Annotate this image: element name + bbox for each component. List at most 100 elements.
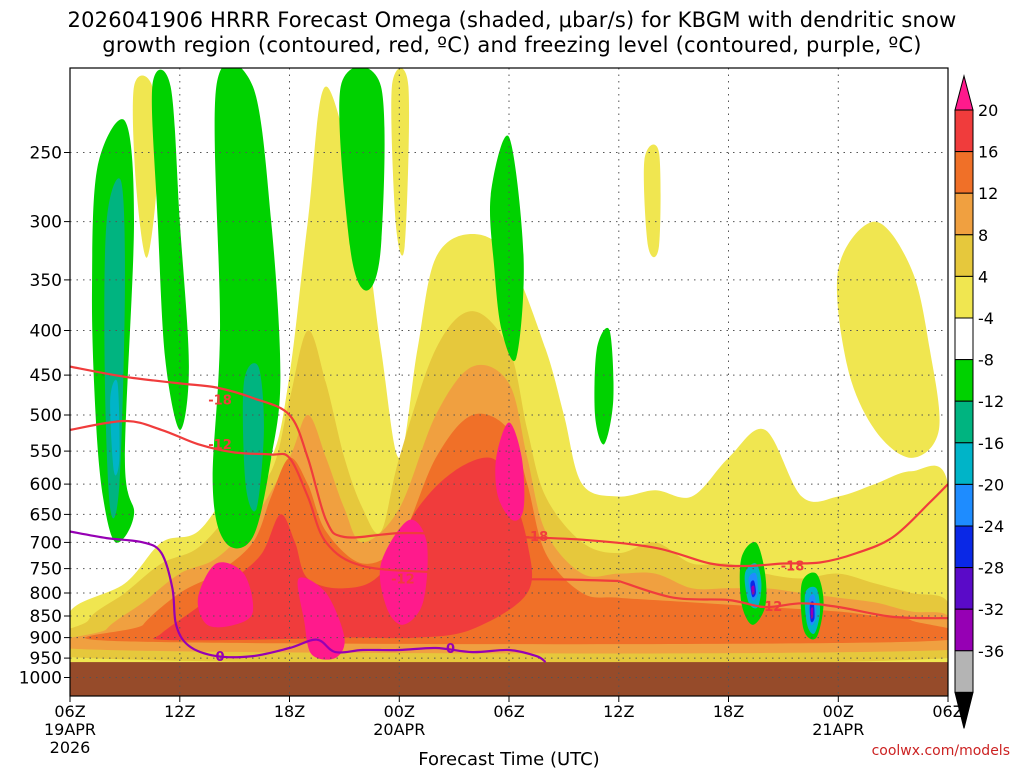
- y-tick-label-800: 800: [30, 584, 62, 604]
- y-tick-label-1000: 1000: [19, 669, 62, 689]
- dgz-minus12-lower: [618, 579, 948, 620]
- colorbar-bin-8: [954, 400, 974, 444]
- y-tick-label-400: 400: [30, 322, 62, 342]
- omega-region-30: [751, 585, 755, 595]
- y-tick-label-950: 950: [30, 649, 62, 669]
- omega-region-12: [495, 422, 525, 521]
- y-tick-label-650: 650: [30, 505, 62, 525]
- x-tick-date-7: 21APR: [812, 720, 864, 739]
- x-tick-label-2: 18Z: [274, 702, 305, 721]
- colorbar-bin-14: [954, 650, 974, 693]
- y-tick-label-900: 900: [30, 629, 62, 649]
- y-tick-label-700: 700: [30, 533, 62, 553]
- colorbar-label-6: -8: [978, 351, 994, 370]
- contour-label-6: 0: [215, 650, 224, 665]
- y-tick-label-250: 250: [30, 144, 62, 164]
- site-credit: coolwx.com/models: [871, 743, 1010, 759]
- y-tick-label-450: 450: [30, 366, 62, 386]
- contour-label-0: -18: [208, 394, 232, 409]
- colorbar-label-4: 4: [978, 267, 988, 286]
- colorbar-label-11: -28: [978, 559, 1004, 578]
- colorbar-bottom-arrow: [954, 691, 974, 729]
- chart-title-line-1: 2026041906 HRRR Forecast Omega (shaded, …: [67, 8, 957, 32]
- omega-region-21: [104, 178, 125, 519]
- omega-region-9: [197, 562, 254, 628]
- x-tick-label-8: 06Z: [932, 702, 963, 721]
- colorbar-bin-1: [954, 109, 974, 153]
- colorbar-label-10: -24: [978, 517, 1004, 536]
- omega-region-14: [151, 69, 189, 430]
- grid-lines: [70, 68, 948, 696]
- dgz-minus12-upper: [70, 419, 619, 583]
- colorbar-label-13: -36: [978, 642, 1004, 661]
- colorbar-bin-5: [954, 275, 974, 319]
- colorbar-bin-11: [954, 525, 974, 569]
- colorbar-bin-9: [954, 442, 974, 485]
- omega-region-16: [339, 68, 385, 291]
- contour-label-4: -18: [781, 560, 805, 575]
- x-tick-label-4: 06Z: [493, 702, 524, 721]
- dgz-minus18-lower: [508, 483, 948, 568]
- colorbar-label-5: -4: [978, 309, 994, 328]
- x-tick-label-5: 12Z: [603, 702, 634, 721]
- y-tick-label-500: 500: [30, 406, 62, 426]
- colorbar: 20 16 12 8 4 -4 -8 -12 -16 -20 -24 -28 -32 -36: [954, 74, 1004, 729]
- y-axis: 2503003504004505005506006507007508008509…: [19, 144, 70, 689]
- y-tick-label-300: 300: [30, 213, 62, 233]
- y-tick-label-850: 850: [30, 607, 62, 627]
- y-tick-label-550: 550: [30, 442, 62, 462]
- omega-region-4: [836, 221, 940, 458]
- contour-label-1: -12: [208, 438, 232, 453]
- colorbar-bin-13: [954, 608, 974, 652]
- colorbar-bin-3: [954, 192, 974, 236]
- x-tick-label-0: 06Z: [54, 702, 85, 721]
- contour-label-7: 0: [446, 642, 455, 657]
- colorbar-bin-4: [954, 234, 974, 277]
- omega-region-1: [132, 75, 158, 258]
- omega-region-11: [379, 519, 428, 625]
- colorbar-label-12: -32: [978, 600, 1004, 619]
- colorbar-label-9: -20: [978, 475, 1004, 494]
- colorbar-label-0: 20: [978, 101, 998, 120]
- colorbar-bin-6: [954, 317, 974, 361]
- omega-region-2: [391, 68, 410, 256]
- x-tick-date-3: 20APR: [373, 720, 425, 739]
- contour-lines: [70, 365, 948, 664]
- colorbar-top-arrow: [954, 74, 974, 111]
- x-tick-label-1: 12Z: [164, 702, 195, 721]
- colorbar-bin-12: [954, 567, 974, 610]
- omega-region-23: [110, 379, 120, 476]
- x-axis-label: Forecast Time (UTC): [418, 749, 599, 768]
- contour-label-2: -12: [391, 573, 415, 588]
- y-tick-label-750: 750: [30, 560, 62, 580]
- x-tick-date-0: 19APR: [44, 720, 96, 739]
- y-tick-label-350: 350: [30, 271, 62, 291]
- x-tick-label-7: 00Z: [823, 702, 854, 721]
- omega-region-31: [810, 607, 814, 619]
- chart-title-line-2: growth region (contoured, red, ºC) and f…: [102, 33, 922, 57]
- omega-region-18: [594, 327, 614, 445]
- y-tick-label-600: 600: [30, 475, 62, 495]
- colorbar-bin-2: [954, 151, 974, 194]
- omega-region-17: [489, 135, 524, 362]
- colorbar-label-7: -12: [978, 392, 1004, 411]
- plot-area: -18 -12 -12 -18 -18 -12 0 0: [70, 68, 948, 696]
- x-tick-year-0: 2026: [50, 738, 91, 757]
- contour-label-3: -18: [525, 530, 549, 545]
- x-tick-label-6: 18Z: [713, 702, 744, 721]
- colorbar-label-1: 16: [978, 143, 998, 162]
- colorbar-label-8: -16: [978, 434, 1004, 453]
- colorbar-label-3: 8: [978, 226, 988, 245]
- freezing-level-0: [70, 530, 547, 664]
- dgz-minus18-upper: [70, 365, 510, 539]
- colorbar-label-2: 12: [978, 184, 998, 203]
- x-tick-label-3: 00Z: [384, 702, 415, 721]
- omega-region-3: [643, 144, 661, 258]
- colorbar-bin-10: [954, 483, 974, 527]
- contour-label-5: -12: [759, 600, 783, 615]
- omega-region-10: [297, 577, 345, 660]
- colorbar-bin-7: [954, 359, 974, 402]
- contour-labels: -18 -12 -12 -18 -18 -12 0 0: [208, 394, 804, 665]
